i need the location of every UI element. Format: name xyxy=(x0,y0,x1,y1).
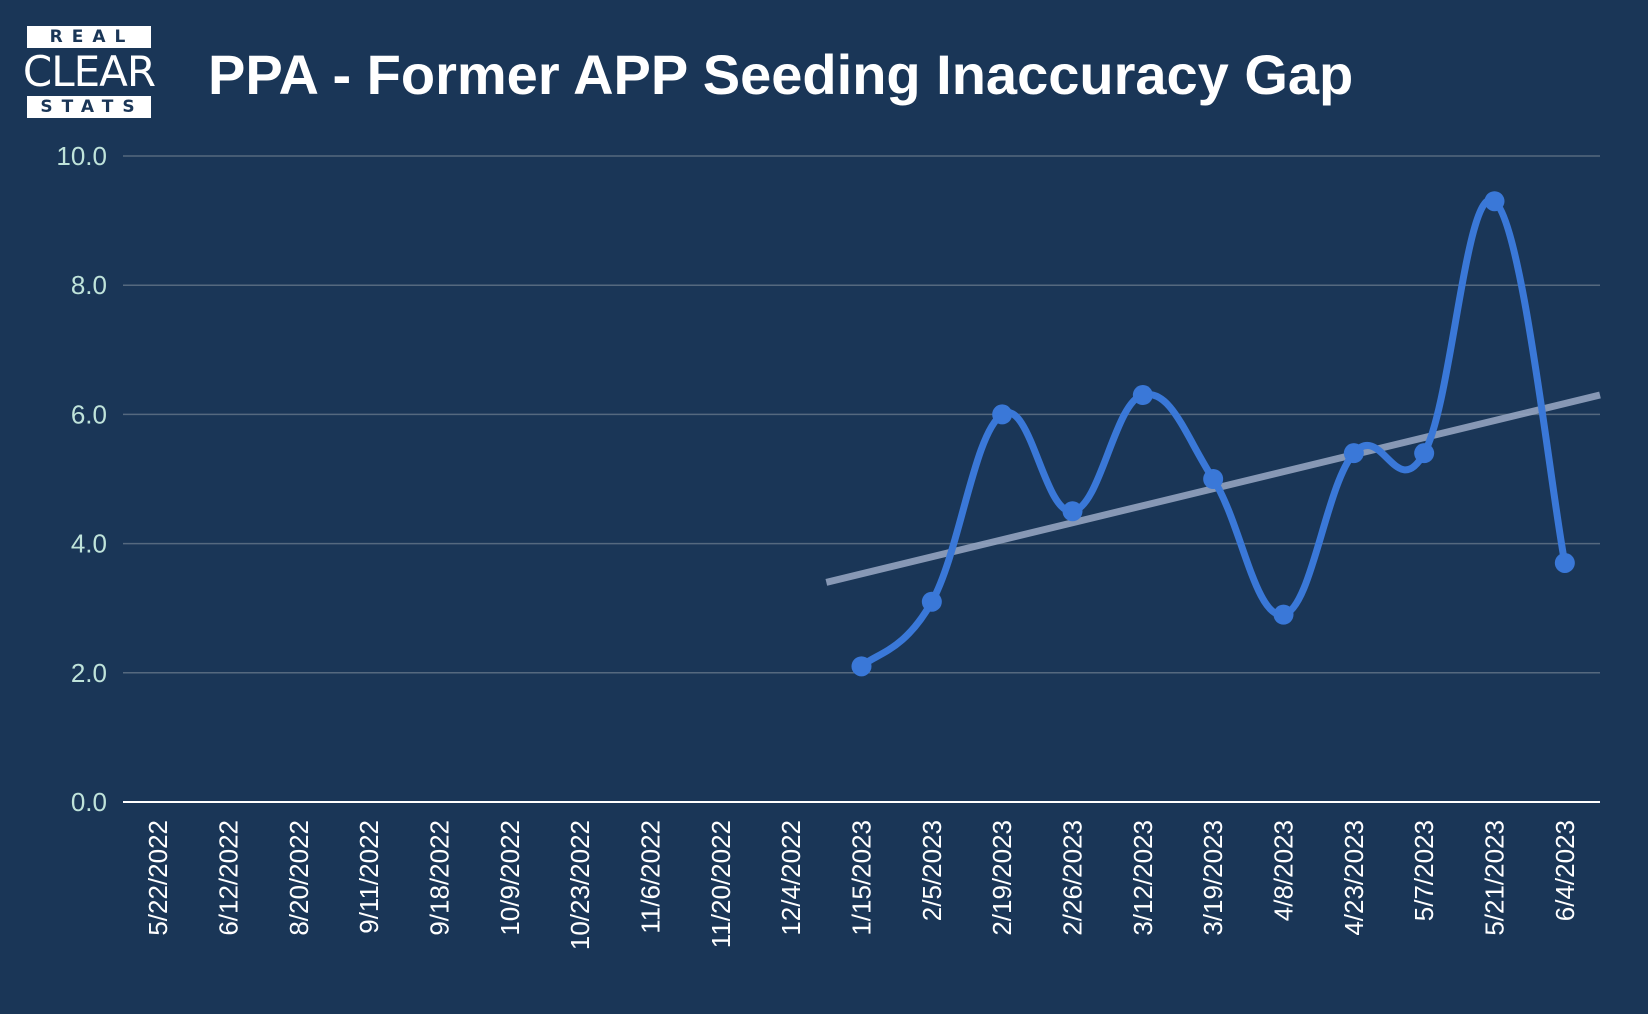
x-tick-label: 5/22/2022 xyxy=(143,820,173,936)
x-tick-label: 10/23/2022 xyxy=(565,820,595,950)
x-tick-label: 3/19/2023 xyxy=(1198,820,1228,936)
x-tick-label: 6/12/2022 xyxy=(214,820,244,936)
data-point xyxy=(1343,443,1364,464)
data-point xyxy=(1062,501,1083,522)
x-tick-label: 3/12/2023 xyxy=(1128,820,1158,936)
data-point xyxy=(1132,385,1153,406)
y-tick-label: 0.0 xyxy=(71,787,107,817)
x-tick-label: 5/7/2023 xyxy=(1409,820,1439,921)
data-point xyxy=(1414,443,1435,464)
x-tick-label: 11/20/2022 xyxy=(706,820,736,948)
x-tick-label: 2/26/2023 xyxy=(1058,820,1088,936)
x-tick-label: 4/23/2023 xyxy=(1339,820,1369,936)
data-point xyxy=(1554,552,1575,573)
data-point xyxy=(851,656,872,677)
x-tick-label: 9/18/2022 xyxy=(425,820,455,936)
x-tick-label: 2/19/2023 xyxy=(987,820,1017,936)
x-tick-label: 1/15/2023 xyxy=(847,820,877,936)
y-tick-label: 2.0 xyxy=(71,658,107,688)
x-tick-label: 11/6/2022 xyxy=(636,820,666,934)
gridlines xyxy=(123,155,1600,803)
data-point xyxy=(992,404,1013,425)
data-point xyxy=(1484,191,1505,212)
series-layer xyxy=(851,191,1575,677)
logo: REAL CLEAR STATS xyxy=(17,24,157,124)
x-axis-ticks: 5/22/2022 6/12/2022 8/20/2022 9/11/2022 9/18… xyxy=(143,820,1580,950)
data-point xyxy=(921,591,942,612)
y-axis-ticks: 0.0 2.0 4.0 6.0 8.0 10.0 xyxy=(56,141,107,817)
y-tick-label: 8.0 xyxy=(71,270,107,300)
x-tick-label: 6/4/2023 xyxy=(1550,820,1580,921)
data-point xyxy=(1203,469,1224,489)
logo-text-middle: CLEAR xyxy=(22,47,156,96)
chart-title: PPA - Former APP Seeding Inaccuracy Gap xyxy=(208,43,1354,106)
data-point xyxy=(1273,604,1294,625)
x-tick-label: 8/20/2022 xyxy=(284,820,314,936)
y-tick-label: 6.0 xyxy=(71,399,107,429)
logo-text-bottom: STATS xyxy=(27,96,151,118)
x-tick-label: 5/21/2023 xyxy=(1480,820,1510,936)
x-tick-label: 10/9/2022 xyxy=(495,820,525,936)
x-tick-label: 9/11/2022 xyxy=(354,820,384,934)
y-tick-label: 4.0 xyxy=(71,529,107,559)
x-tick-label: 4/8/2023 xyxy=(1269,820,1299,921)
y-tick-label: 10.0 xyxy=(56,141,107,171)
x-tick-label: 2/5/2023 xyxy=(917,820,947,921)
series-line xyxy=(858,196,1569,670)
logo-text-top: REAL xyxy=(27,26,151,48)
x-tick-label: 12/4/2022 xyxy=(776,820,806,936)
